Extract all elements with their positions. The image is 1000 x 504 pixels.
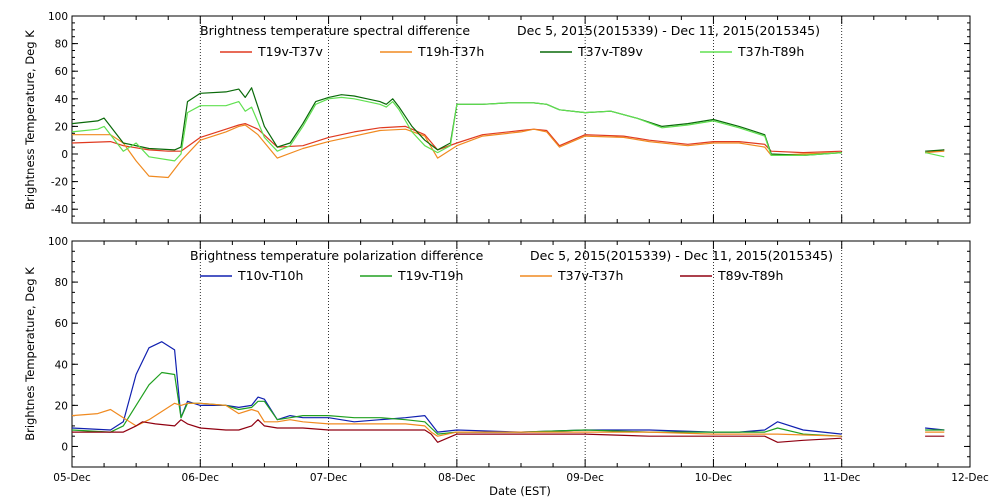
legend-label-t19v-t19h: T19v-T19h <box>397 268 463 283</box>
x-tick-label: 05-Dec <box>53 472 91 484</box>
spectral-y-axis-label: Brightness Temperature, Deg K <box>23 30 37 210</box>
x-tick-label: 09-Dec <box>566 472 604 484</box>
x-tick-label: 12-Dec <box>951 472 989 484</box>
spectral-x-ticks <box>71 16 971 223</box>
x-tick-label: 08-Dec <box>438 472 476 484</box>
y-tick-label: 40 <box>55 359 68 371</box>
series-line-t19h-t37h <box>925 150 945 154</box>
series-line-t19v-t37v <box>71 123 842 154</box>
x-axis-label: Date (EST) <box>489 484 551 498</box>
polarization-y-axis-label: Brightnes Temperature, Deg K <box>23 267 37 441</box>
polarization-legend: T10v-T10h T19v-T19h T37v-T37h T89v-T89h <box>200 268 783 283</box>
legend-label-t37v-t89v: T37v-T89v <box>577 44 644 59</box>
polarization-difference-panel: Brightness temperature polarization diff… <box>23 236 989 498</box>
legend-label-t19h-t37h: T19h-T37h <box>417 44 484 59</box>
polarization-y-ticks: 0 20 40 60 80 100 <box>48 236 970 468</box>
series-line-t19v-t19h <box>71 371 842 437</box>
polarization-chart-title: Brightness temperature polarization diff… <box>190 248 484 263</box>
y-tick-label: 0 <box>61 149 68 161</box>
spectral-difference-panel: Brightness temperature spectral differen… <box>23 11 971 224</box>
x-tick-label: 06-Dec <box>182 472 220 484</box>
legend-label-t19v-t37v: T19v-T37v <box>257 44 324 59</box>
y-tick-label: 40 <box>55 94 68 106</box>
spectral-y-ticks: -40 -20 0 20 40 60 80 100 <box>48 11 970 224</box>
y-tick-label: -20 <box>51 177 68 189</box>
y-tick-label: 60 <box>55 66 68 78</box>
y-tick-label: 0 <box>61 441 68 453</box>
legend-label-t37v-t37h: T37v-T37h <box>557 268 623 283</box>
polarization-series-lines <box>71 341 945 443</box>
spectral-series-lines <box>71 87 945 179</box>
legend-label-t10v-t10h: T10v-T10h <box>237 268 303 283</box>
x-tick-label: 07-Dec <box>310 472 348 484</box>
series-line-t37h-t89h <box>71 96 842 162</box>
y-tick-label: 100 <box>48 236 68 248</box>
y-tick-label: -40 <box>51 204 68 216</box>
y-tick-label: 80 <box>55 39 68 51</box>
spectral-legend: T19v-T37v T19h-T37h T37v-T89v T37h-T89h <box>220 44 804 59</box>
spectral-chart-title: Brightness temperature spectral differen… <box>200 23 470 38</box>
y-tick-label: 100 <box>48 11 68 23</box>
y-tick-label: 20 <box>55 121 68 133</box>
y-tick-label: 80 <box>55 277 68 289</box>
series-line-t19h-t37h <box>72 124 842 179</box>
series-line-t37h-t89h <box>924 152 945 158</box>
series-line-t37v-t37h <box>71 402 842 437</box>
x-tick-label: 11-Dec <box>823 472 861 484</box>
x-tick-label: 10-Dec <box>695 472 733 484</box>
polarization-chart-date-range: Dec 5, 2015(2015339) - Dec 11, 2015(2015… <box>530 248 833 263</box>
legend-label-t89v-t89h: T89v-T89h <box>717 268 783 283</box>
spectral-chart-date-range: Dec 5, 2015(2015339) - Dec 11, 2015(2015… <box>517 23 820 38</box>
y-tick-label: 20 <box>55 400 68 412</box>
legend-label-t37h-t89h: T37h-T89h <box>737 44 804 59</box>
y-tick-label: 60 <box>55 318 68 330</box>
series-line-t10v-t10h <box>71 341 842 435</box>
series-line-t37v-t89v <box>925 149 945 152</box>
series-line-t89v-t89h <box>72 419 842 443</box>
polarization-x-ticks: 05-Dec 06-Dec 07-Dec 08-Dec 09-Dec 10-Dec 11-D… <box>53 241 989 484</box>
